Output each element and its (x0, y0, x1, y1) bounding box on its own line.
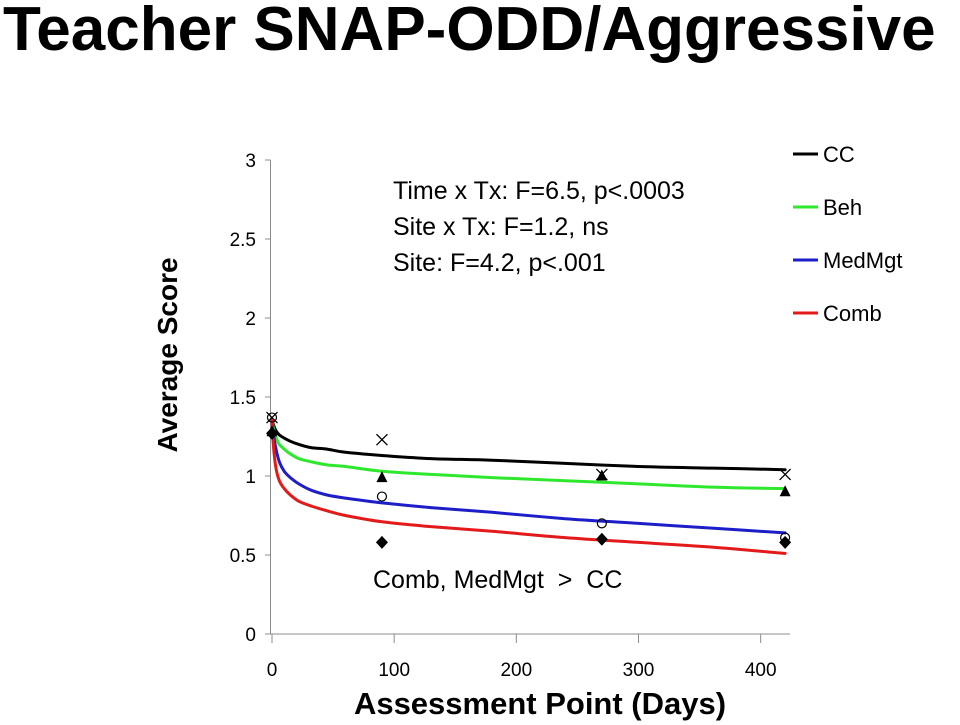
data-point-comb-0 (266, 426, 278, 440)
data-point-comb-2 (595, 532, 608, 546)
legend-label-cc: CC (823, 142, 855, 167)
y-tick-label: 0.5 (230, 546, 256, 567)
data-point-medmgt-2 (596, 518, 607, 529)
legend: CC Beh MedMgt Comb (793, 142, 902, 326)
y-tick-label: 0 (245, 625, 256, 646)
y-axis-title: Average Score (152, 257, 183, 452)
annotation-time-by-treatment: Time x Tx: F=6.5, p<.0003 (393, 177, 685, 205)
x-tick-label: 300 (623, 660, 655, 681)
legend-label-medmgt: MedMgt (823, 248, 902, 273)
data-point-medmgt-1 (376, 491, 388, 502)
fit-line-medmgt (270, 417, 787, 535)
y-tick-label: 1.5 (230, 388, 256, 409)
axes: 0 0.5 1 1.5 2 2.5 3 0 100 200 300 400 (230, 151, 790, 681)
data-point-comb-3 (779, 535, 792, 549)
x-tick-label: 200 (500, 660, 532, 681)
y-tick-label: 2 (245, 309, 256, 330)
data-point-cc-1 (375, 433, 388, 446)
chart-title: Teacher SNAP-ODD/Aggressive (3, 0, 936, 64)
legend-label-comb: Comb (823, 301, 882, 326)
data-point-beh-1 (376, 471, 388, 483)
fit-line-beh (270, 417, 787, 491)
data-point-beh-2 (596, 469, 608, 481)
legend-label-beh: Beh (823, 195, 862, 220)
y-tick-label: 2.5 (230, 230, 256, 251)
data-point-cc-0 (266, 411, 278, 424)
x-tick-label: 400 (745, 660, 777, 681)
x-axis-title: Assessment Point (Days) (354, 686, 726, 721)
x-tick-label: 100 (378, 660, 410, 681)
data-point-medmgt-0 (266, 412, 278, 423)
fit-lines (270, 417, 787, 555)
data-points (266, 411, 792, 549)
annotation-site: Site: F=4.2, p<.001 (393, 249, 606, 277)
y-tick-label: 3 (245, 151, 256, 172)
x-tick-label: 0 (267, 660, 278, 681)
y-tick-label: 1 (245, 467, 256, 488)
data-point-beh-3 (779, 485, 791, 497)
annotation-comparison: Comb, MedMgt > CC (373, 566, 622, 594)
data-point-cc-3 (779, 468, 792, 481)
data-point-comb-1 (375, 535, 388, 549)
annotations: Time x Tx: F=6.5, p<.0003 Site x Tx: F=1… (373, 177, 685, 594)
annotation-site-by-treatment: Site x Tx: F=1.2, ns (393, 213, 609, 241)
fit-line-cc (270, 417, 787, 472)
